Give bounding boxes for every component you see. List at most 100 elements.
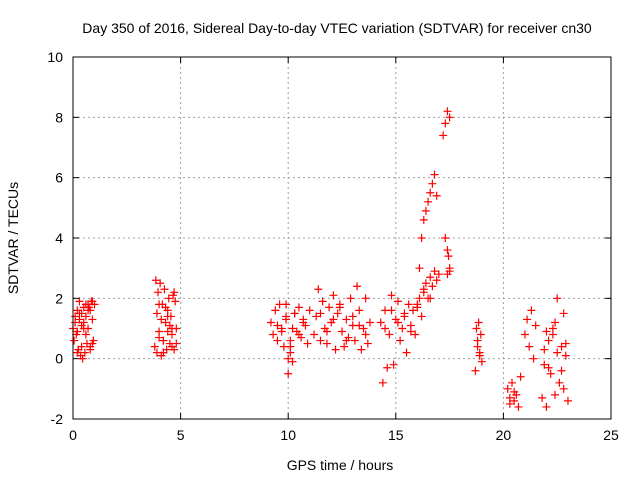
data-point	[312, 312, 321, 321]
data-point	[393, 318, 402, 327]
data-point	[163, 327, 172, 336]
data-point	[331, 345, 340, 354]
data-point	[428, 179, 437, 188]
data-point	[316, 309, 325, 318]
data-point	[503, 384, 512, 393]
data-point	[520, 330, 529, 339]
data-point	[396, 336, 405, 345]
data-point	[421, 279, 430, 288]
data-point	[157, 315, 166, 324]
data-point	[471, 366, 480, 375]
data-point	[335, 303, 344, 312]
data-point	[404, 300, 413, 309]
x-tick-label: 0	[69, 427, 77, 443]
data-point	[365, 318, 374, 327]
data-point	[78, 354, 87, 363]
data-point	[538, 393, 547, 402]
axis-ticks: 0 5 10 15 20 25 -2 0 2 4 6 8 10	[47, 49, 619, 443]
data-point	[155, 333, 164, 342]
x-tick-label: 15	[388, 427, 404, 443]
x-tick-label: 20	[496, 427, 512, 443]
y-tick-label: 4	[55, 230, 63, 246]
x-tick-label: 10	[280, 427, 296, 443]
data-point	[361, 294, 370, 303]
data-point	[88, 297, 97, 306]
data-point	[474, 318, 483, 327]
data-point	[387, 306, 396, 315]
data-point	[523, 315, 532, 324]
data-point	[551, 390, 560, 399]
data-point	[79, 324, 88, 333]
data-point	[544, 363, 553, 372]
data-points	[69, 107, 572, 411]
data-point	[80, 348, 89, 357]
data-point	[411, 330, 420, 339]
data-point	[81, 312, 90, 321]
data-point	[398, 324, 407, 333]
data-point	[553, 294, 562, 303]
data-point	[359, 324, 368, 333]
data-point	[342, 315, 351, 324]
data-point	[325, 303, 334, 312]
data-point	[86, 306, 95, 315]
data-point	[73, 348, 82, 357]
data-point	[70, 336, 79, 345]
data-point	[445, 267, 454, 276]
data-point	[505, 393, 514, 402]
data-point	[525, 342, 534, 351]
data-point	[282, 300, 291, 309]
data-point	[353, 282, 362, 291]
data-point	[551, 318, 560, 327]
data-point	[266, 318, 275, 327]
data-point	[393, 297, 402, 306]
data-point	[444, 252, 453, 261]
data-point	[432, 191, 441, 200]
data-point	[88, 339, 97, 348]
data-point	[417, 312, 426, 321]
data-point	[167, 324, 176, 333]
data-point	[75, 297, 84, 306]
data-point	[531, 321, 540, 330]
data-point	[154, 288, 163, 297]
data-point	[428, 282, 437, 291]
data-point	[167, 342, 176, 351]
data-point	[284, 369, 293, 378]
data-point	[350, 336, 359, 345]
y-tick-label: 2	[55, 290, 63, 306]
data-point	[400, 312, 409, 321]
data-point	[150, 342, 159, 351]
y-tick-label: 0	[55, 351, 63, 367]
data-point	[288, 324, 297, 333]
data-point	[443, 107, 452, 116]
data-point	[333, 309, 342, 318]
data-point	[81, 330, 90, 339]
data-point	[77, 342, 86, 351]
x-tick-label: 5	[177, 427, 185, 443]
data-point	[338, 327, 346, 336]
data-point	[273, 336, 282, 345]
data-point	[151, 276, 160, 285]
data-point	[86, 345, 95, 354]
y-tick-label: 10	[47, 49, 63, 65]
data-point	[342, 336, 351, 345]
data-point	[294, 330, 303, 339]
data-point	[322, 339, 331, 348]
data-point	[406, 327, 415, 336]
data-point	[348, 312, 357, 321]
data-point	[172, 339, 181, 348]
data-point	[329, 315, 338, 324]
data-point	[417, 234, 426, 242]
y-axis-label: SDTVAR / TECUs	[5, 182, 21, 294]
data-point	[305, 306, 314, 315]
data-point	[329, 291, 338, 300]
data-point	[361, 330, 370, 339]
data-point	[516, 372, 525, 381]
data-point	[443, 246, 452, 255]
data-point	[290, 309, 299, 318]
data-point	[553, 348, 562, 357]
data-point	[421, 206, 430, 215]
data-point	[160, 285, 169, 294]
data-point	[156, 279, 165, 288]
data-point	[426, 273, 435, 282]
